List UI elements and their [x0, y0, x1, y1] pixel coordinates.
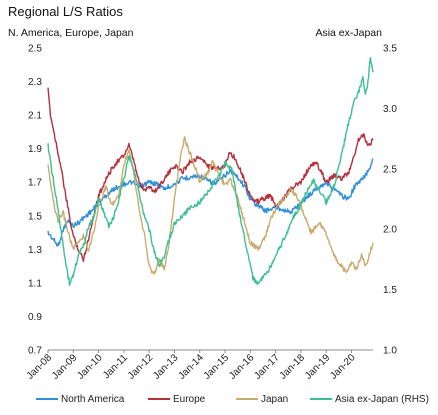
x-tick-label: Jan-15	[202, 352, 232, 382]
series-line-europe	[47, 87, 374, 263]
y-right-tick-label: 2.0	[383, 225, 397, 236]
x-tick-label: Jan-12	[126, 352, 156, 382]
right-axis-label: Asia ex-Japan	[315, 27, 382, 39]
y-left-tick-label: 0.7	[28, 346, 42, 357]
series-line-asia-ex-japan-rhs	[47, 57, 374, 286]
legend-label: Europe	[173, 394, 206, 405]
y-right-tick-label: 3.0	[383, 104, 397, 115]
y-left-tick-label: 1.1	[28, 278, 42, 289]
y-left-tick-label: 2.3	[28, 77, 42, 88]
y-right-tick-label: 1.0	[383, 346, 397, 357]
x-tick-label: Jan-16	[227, 352, 257, 382]
y-left-tick-label: 1.3	[28, 245, 42, 256]
y-right-tick-label: 3.5	[383, 44, 397, 55]
left-axis-label: N. America, Europe, Japan	[8, 27, 134, 39]
series-line-japan	[47, 136, 374, 275]
legend-label: Asia ex-Japan (RHS)	[335, 394, 429, 405]
x-tick-label: Jan-20	[328, 352, 358, 382]
x-tick-label: Jan-19	[303, 352, 333, 382]
x-tick-label: Jan-10	[75, 352, 105, 382]
x-tick-label: Jan-18	[278, 352, 308, 382]
x-tick-label: Jan-13	[151, 352, 181, 382]
y-left-tick-label: 1.9	[28, 144, 42, 155]
x-tick-label: Jan-09	[50, 352, 80, 382]
y-right-tick-label: 1.5	[383, 285, 397, 296]
chart-title: Regional L/S Ratios	[8, 4, 123, 19]
legend: North America Europe Japan Asia ex-Japan (R…	[36, 394, 429, 405]
y-right-tick-label: 2.5	[383, 164, 397, 175]
y-left-tick-label: 2.5	[28, 44, 42, 55]
y-left-tick-label: 1.7	[28, 178, 42, 189]
y-left-tick-label: 0.9	[28, 312, 42, 323]
y-left-tick-label: 2.1	[28, 111, 42, 122]
legend-label: Japan	[261, 394, 288, 405]
plot-area: 0.7 0.9 1.1 1.3 1.5 1.7 1.9 2.1 2.3 2.5 1.0 1.5 2.0 2…	[25, 44, 398, 382]
x-tick-label: Jan-14	[176, 352, 206, 382]
y-left-tick-label: 1.5	[28, 211, 42, 222]
x-tick-label: Jan-17	[252, 352, 282, 382]
x-tick-label: Jan-11	[101, 352, 130, 381]
legend-label: North America	[61, 394, 125, 405]
